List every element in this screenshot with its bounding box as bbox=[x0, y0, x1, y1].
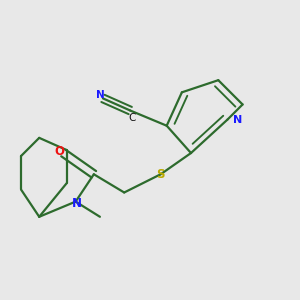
Text: S: S bbox=[156, 168, 165, 181]
Text: N: N bbox=[96, 90, 105, 100]
Text: C: C bbox=[128, 113, 136, 123]
Text: N: N bbox=[72, 196, 82, 210]
Text: O: O bbox=[55, 145, 65, 158]
Text: N: N bbox=[233, 115, 242, 124]
